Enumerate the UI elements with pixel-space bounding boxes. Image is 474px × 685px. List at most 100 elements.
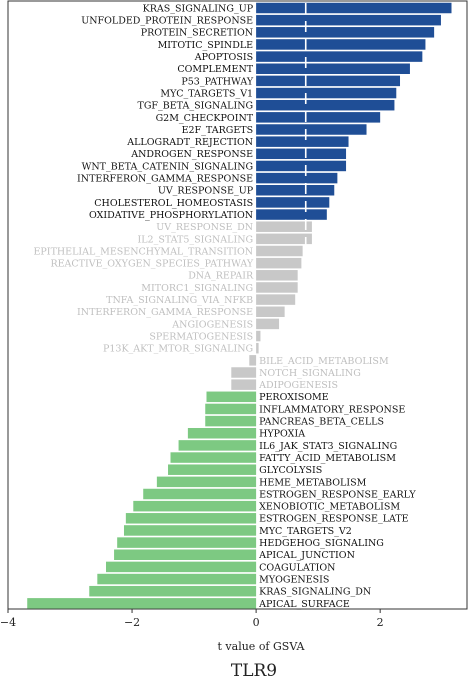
bar: [256, 51, 423, 62]
bar: [256, 294, 296, 305]
bar: [178, 440, 257, 451]
bar-label: G2M_CHECKPOINT: [156, 113, 254, 124]
bar: [231, 379, 257, 390]
plot-frame: [7, 0, 468, 610]
x-tick-label: −4: [0, 616, 16, 629]
bar-label: TGF_BETA_SIGNALING: [138, 101, 254, 112]
bar: [114, 549, 257, 560]
bar: [170, 452, 257, 463]
bar-label: COAGULATION: [259, 562, 335, 573]
bar: [117, 537, 257, 548]
bar: [133, 500, 257, 512]
bar: [256, 257, 302, 269]
bar-label: HYPOXIA: [259, 429, 305, 440]
bar-label: WNT_BETA_CATENIN_SIGNALING: [82, 161, 254, 172]
bar: [156, 476, 257, 488]
bar: [256, 136, 349, 147]
bar: [256, 185, 335, 196]
bar: [256, 2, 452, 14]
bar-label: ADIPOGENESIS: [258, 380, 338, 391]
bar-labels-layer: KRAS_SIGNALING_UP UNFOLDED_PROTEIN_RESPON…: [33, 3, 416, 609]
bar-label: NOTCH_SIGNALING: [259, 368, 361, 379]
bar: [256, 99, 395, 111]
bar-label: BILE_ACID_METABOLISM: [259, 356, 389, 367]
bar-label: REACTIVE_OXYGEN_SPECIES_PATHWAY: [50, 259, 253, 270]
bar: [256, 75, 401, 87]
bar-label: APOPTOSIS: [194, 52, 253, 63]
bar-label: COMPLEMENT: [177, 64, 253, 75]
bar-label: OXIDATIVE_PHOSPHORYLATION: [89, 210, 253, 221]
figure-caption: TLR9: [231, 661, 277, 681]
bar-label: MYC_TARGETS_V2: [259, 526, 352, 537]
bar-label: ALLOGRADT_REJECTION: [126, 137, 253, 148]
bar: [256, 282, 298, 293]
x-tick-label: 0: [253, 616, 260, 629]
bar: [125, 513, 257, 524]
x-tick-label: −2: [124, 616, 140, 629]
bars-layer: [27, 2, 452, 609]
bar-label: PANCREAS_BETA_CELLS: [259, 417, 384, 428]
bar: [256, 306, 285, 317]
bar: [256, 209, 327, 220]
bar: [256, 148, 347, 160]
bar-label: ESTROGEN_RESPONSE_LATE: [259, 514, 409, 525]
bar: [205, 403, 257, 415]
bar-label: MITORC1_SIGNALING: [141, 283, 253, 294]
bar: [256, 197, 330, 208]
bar-label: GLYCOLYSIS: [259, 465, 322, 476]
bar: [97, 573, 257, 585]
bar: [256, 63, 410, 74]
bar: [256, 318, 280, 330]
bar-label: E2F_TARGETS: [182, 125, 254, 136]
bar-label: SPERMATOGENESIS: [149, 331, 253, 342]
bar-label: APICAL_JUNCTION: [258, 550, 355, 561]
bar-label: UV_RESPONSE_UP: [158, 186, 254, 197]
bar-label: UNFOLDED_PROTEIN_RESPONSE: [81, 16, 253, 27]
bar: [256, 233, 312, 245]
bar-label: FATTY_ACID_METABOLISM: [259, 453, 396, 464]
bar: [256, 172, 338, 184]
bar-label: ESTROGEN_RESPONSE_EARLY: [259, 489, 416, 500]
bar-label: MITOTIC_SPINDLE: [158, 40, 254, 51]
bar-label: ANDROGEN_RESPONSE: [130, 149, 253, 160]
bar: [206, 391, 257, 403]
bar: [249, 355, 257, 366]
bar-label: IL2_STAT5_SIGNALING: [137, 234, 253, 245]
bar-label: INTERFERON_GAMMA_RESPONSE: [77, 174, 253, 185]
bar-label: DNA_REPAIR: [188, 271, 254, 282]
x-axis: −4 −2 0 2: [0, 609, 384, 629]
bar: [256, 160, 347, 172]
bar-label: CHOLESTEROL_HOMEOSTASIS: [94, 198, 253, 209]
bar: [27, 598, 257, 609]
bar: [231, 367, 257, 378]
bar-label: HEDGEHOG_SIGNALING: [259, 538, 384, 549]
bar-label: TNFA_SIGNALING_VIA_NFKB: [106, 295, 253, 306]
bar-label: UV_RESPONSE_DN: [156, 222, 253, 233]
bar: [256, 112, 381, 123]
x-axis-title: t value of GSVA: [218, 640, 306, 653]
bar: [89, 585, 257, 597]
bar-label: P13K_AKT_MTOR_SIGNALING: [103, 344, 253, 355]
bar: [256, 27, 435, 38]
bar-label: ANGIOGENESIS: [171, 319, 253, 330]
bar-label: KRAS_SIGNALING_DN: [259, 587, 371, 598]
bar: [256, 245, 303, 257]
bar: [256, 124, 367, 135]
bar: [256, 87, 397, 99]
bar-label: EPITHELIAL_MESENCHYMAL_TRANSITION: [33, 246, 253, 257]
bar-label: MYC_TARGETS_V1: [160, 88, 253, 99]
bar-label: INTERFERON_GAMMA_RESPONSE: [77, 307, 253, 318]
bar-label: XENOBIOTIC_METABOLISM: [259, 502, 400, 513]
bar-label: P53_PATHWAY: [181, 76, 253, 87]
bar: [143, 488, 257, 500]
bar-label: HEME_METABOLISM: [259, 477, 366, 488]
bar: [168, 464, 257, 475]
bar-label: INFLAMMATORY_RESPONSE: [259, 404, 405, 415]
bar-label: APICAL_SURFACE: [258, 599, 350, 610]
bar: [256, 342, 259, 354]
bar: [256, 270, 298, 281]
bar: [256, 14, 441, 26]
bar: [187, 428, 257, 439]
bar-label: IL6_JAK_STAT3_SIGNALING: [259, 441, 397, 452]
